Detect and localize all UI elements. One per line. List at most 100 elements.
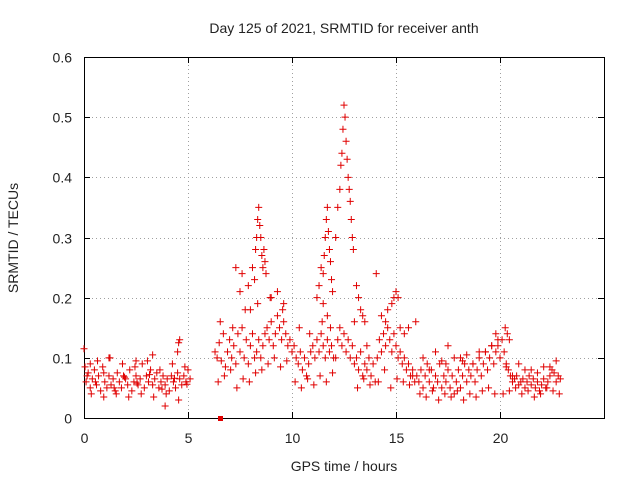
data-point xyxy=(556,375,564,383)
data-point xyxy=(216,318,224,326)
data-point xyxy=(363,342,371,350)
data-point xyxy=(354,384,362,392)
data-point xyxy=(340,330,348,338)
data-point xyxy=(307,348,315,356)
data-point xyxy=(321,354,329,362)
data-point xyxy=(236,288,244,296)
y-tick-label: 0 xyxy=(64,411,72,427)
data-point xyxy=(228,354,236,362)
data-point xyxy=(279,306,287,314)
data-point xyxy=(140,384,148,392)
data-point xyxy=(533,378,541,386)
data-point xyxy=(388,348,396,356)
data-point xyxy=(342,348,350,356)
data-point xyxy=(384,324,392,332)
data-point xyxy=(423,360,431,368)
data-point xyxy=(105,372,113,380)
data-point xyxy=(256,221,264,229)
data-point xyxy=(521,366,529,374)
data-point xyxy=(175,339,183,347)
data-point xyxy=(496,354,504,362)
data-point xyxy=(265,336,273,344)
data-point xyxy=(373,354,381,362)
data-point xyxy=(404,324,412,332)
data-point xyxy=(161,381,169,389)
data-point xyxy=(211,348,219,356)
data-point xyxy=(486,354,494,362)
data-point xyxy=(452,378,460,386)
data-point xyxy=(406,381,414,389)
data-point xyxy=(252,369,260,377)
data-point xyxy=(169,378,177,386)
data-point xyxy=(342,137,350,145)
data-point xyxy=(387,384,395,392)
data-point xyxy=(332,234,340,241)
data-point xyxy=(240,354,248,362)
data-point xyxy=(498,336,506,344)
data-point xyxy=(552,378,560,386)
data-point xyxy=(334,336,342,344)
data-point xyxy=(113,369,121,377)
data-point xyxy=(488,342,496,350)
data-point xyxy=(485,384,493,392)
y-axis-label: SRMTID / TECUs xyxy=(5,183,21,293)
data-point xyxy=(352,282,360,290)
data-point xyxy=(121,373,129,381)
data-point xyxy=(365,354,373,362)
data-point xyxy=(319,300,327,308)
data-point xyxy=(232,360,240,368)
data-point xyxy=(138,360,146,368)
data-point xyxy=(264,360,272,368)
data-point xyxy=(441,390,449,398)
y-tick-label: 0.4 xyxy=(53,170,73,186)
data-point xyxy=(372,270,380,278)
data-point xyxy=(340,101,348,109)
data-point xyxy=(309,342,317,350)
data-point xyxy=(100,369,108,377)
data-point xyxy=(336,185,344,193)
data-point xyxy=(306,330,314,338)
data-point xyxy=(126,366,134,374)
data-point xyxy=(543,384,551,392)
data-point xyxy=(174,369,182,377)
data-point xyxy=(448,372,456,380)
data-point xyxy=(161,402,169,410)
data-point xyxy=(344,173,352,181)
data-point xyxy=(425,378,433,386)
data-point xyxy=(527,381,535,389)
data-point xyxy=(230,342,238,350)
data-point xyxy=(377,348,385,356)
data-point xyxy=(505,387,513,395)
data-point xyxy=(325,348,333,356)
data-point xyxy=(83,372,91,380)
data-point xyxy=(186,375,194,383)
data-point xyxy=(348,234,356,241)
data-point xyxy=(505,336,513,344)
data-point xyxy=(490,360,498,368)
data-point xyxy=(183,380,191,388)
data-point xyxy=(324,227,332,235)
data-point xyxy=(515,360,523,368)
data-point xyxy=(258,252,266,260)
data-point xyxy=(322,378,330,386)
data-point xyxy=(428,387,436,395)
data-point xyxy=(466,390,474,398)
data-point xyxy=(394,294,402,302)
y-tick-label: 0.6 xyxy=(53,50,73,66)
data-point xyxy=(503,330,511,338)
data-point xyxy=(101,378,109,386)
data-point xyxy=(442,360,450,368)
data-point xyxy=(500,348,508,356)
data-point xyxy=(360,375,368,383)
data-point xyxy=(332,354,340,362)
data-point xyxy=(419,354,427,362)
data-point xyxy=(224,348,232,356)
data-point xyxy=(220,372,228,380)
data-point xyxy=(323,203,331,211)
data-point xyxy=(118,360,126,368)
data-point xyxy=(477,372,485,380)
data-point xyxy=(336,324,344,332)
data-point xyxy=(133,379,141,387)
y-tick-labels: 0 0.1 0.2 0.3 0.4 0.5 0.6 xyxy=(53,50,73,427)
data-point xyxy=(99,363,107,371)
